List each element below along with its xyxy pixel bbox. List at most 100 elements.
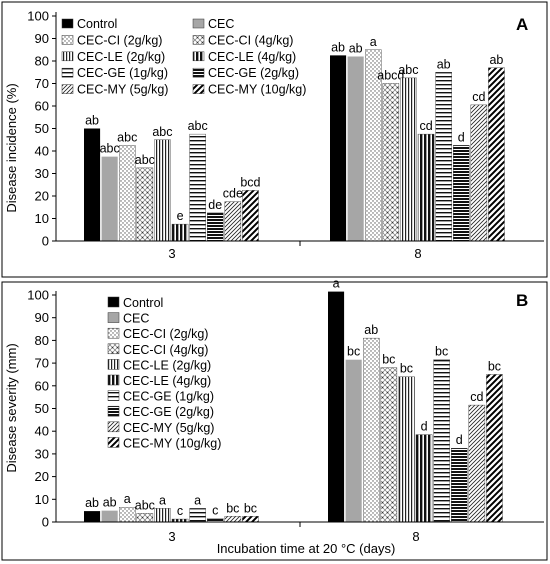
y-tick-label: 90 xyxy=(35,310,49,325)
significance-letter: cd xyxy=(470,390,483,404)
significance-letter: abc xyxy=(398,63,418,77)
significance-letter: ab xyxy=(364,323,378,337)
significance-letter: bc xyxy=(400,362,413,376)
y-tick-label: 40 xyxy=(35,144,49,159)
legend-swatch xyxy=(192,51,205,62)
legend-label: CEC-LE (2g/kg) xyxy=(123,358,211,372)
significance-letter: bcd xyxy=(240,175,260,189)
significance-letter: c xyxy=(212,504,218,518)
y-tick-label: 100 xyxy=(27,9,49,24)
y-tick-label: 50 xyxy=(35,401,49,416)
bar-control-day-3 xyxy=(84,511,101,522)
bar-cec-ci-4g-kg--day-3 xyxy=(136,167,154,242)
legend-label: CEC-CI (2g/kg) xyxy=(123,327,208,341)
legend-swatch xyxy=(107,390,120,401)
y-tick-label: 90 xyxy=(35,31,49,46)
bar-cec-le-4g-kg--day-3 xyxy=(171,223,189,242)
bar-cec-le-4g-kg--day-8 xyxy=(417,133,435,242)
bar-cec-my-10g-kg--day-8 xyxy=(486,374,503,523)
bar-cec-day-3 xyxy=(101,156,118,241)
significance-letter: a xyxy=(159,493,166,507)
significance-letter: bc xyxy=(435,345,448,359)
bar-cec-ge-2g-kg--day-8 xyxy=(453,145,470,242)
legend-swatch xyxy=(61,84,74,94)
x-tick-label: 8 xyxy=(414,246,421,261)
bar-cec-ci-4g-kg--day-3 xyxy=(136,513,154,523)
panel-a: Disease incidence (%) A Control CEC CEC-CI… xyxy=(1,1,548,278)
panel-b-y-axis-title: Disease severity (mm) xyxy=(4,343,19,472)
bar-cec-ci-4g-kg--day-8 xyxy=(380,367,398,523)
significance-letter: ab xyxy=(331,40,345,54)
x-tick-label: 3 xyxy=(168,246,175,261)
bar-cec-my-5g-kg--day-8 xyxy=(470,104,488,242)
y-tick-label: 70 xyxy=(35,76,49,91)
significance-letter: ab xyxy=(85,496,99,510)
bar-cec-day-3 xyxy=(101,510,118,522)
bar-cec-ci-2g-kg--day-3 xyxy=(118,507,136,523)
x-tick-label: 8 xyxy=(412,529,419,544)
panel-b-label: B xyxy=(516,291,528,310)
legend-swatch xyxy=(61,51,74,62)
y-tick-label: 20 xyxy=(35,189,49,204)
bar-control-day-3 xyxy=(84,128,101,241)
panel-b-frame xyxy=(1,281,548,561)
legend-swatch xyxy=(192,18,205,29)
significance-letter: abc xyxy=(188,119,208,133)
bar-cec-day-8 xyxy=(345,359,362,522)
significance-letter: e xyxy=(177,209,184,223)
significance-letter: bc xyxy=(347,345,360,359)
legend-swatch xyxy=(107,343,120,355)
bar-cec-ge-1g-kg--day-8 xyxy=(435,72,452,242)
significance-letter: cde xyxy=(223,187,243,201)
legend-swatch xyxy=(61,18,74,29)
significance-letter: de xyxy=(208,198,222,212)
x-axis-title: Incubation time at 20 °C (days) xyxy=(217,541,396,556)
y-tick-label: 10 xyxy=(35,211,49,226)
bar-cec-le-2g-kg--day-8 xyxy=(400,77,417,242)
bar-cec-my-10g-kg--day-3 xyxy=(242,190,259,242)
bar-cec-ci-2g-kg--day-8 xyxy=(363,337,380,523)
significance-letter: a xyxy=(124,492,131,506)
y-tick-label: 30 xyxy=(35,166,49,181)
panel-a-label: A xyxy=(516,15,528,34)
y-tick-label: 80 xyxy=(35,54,49,69)
panel-b: Disease severity (mm) B ControlCECCEC-CI… xyxy=(1,277,548,561)
y-tick-label: 50 xyxy=(35,121,49,136)
bar-cec-ci-2g-kg--day-3 xyxy=(118,145,136,242)
legend-swatch xyxy=(107,359,120,370)
legend-swatch xyxy=(107,296,120,308)
significance-letter: ab xyxy=(489,53,503,67)
legend-label: CEC-GE (2g/kg) xyxy=(208,66,299,80)
significance-letter: bc xyxy=(244,501,257,515)
legend-label: CEC-MY (10g/kg) xyxy=(123,436,221,450)
y-tick-label: 30 xyxy=(35,446,49,461)
legend-label: CEC-LE (4g/kg) xyxy=(123,374,211,388)
significance-letter: abc xyxy=(135,153,155,167)
significance-letter: bc xyxy=(382,353,395,367)
legend-label: CEC xyxy=(123,312,149,326)
panel-a-y-axis-title: Disease incidence (%) xyxy=(4,83,19,212)
significance-letter: cd xyxy=(472,90,485,104)
legend-swatch xyxy=(107,405,120,417)
legend-label: CEC-GE (2g/kg) xyxy=(123,405,214,419)
bar-cec-ge-2g-kg--day-8 xyxy=(451,448,468,523)
y-tick-label: 60 xyxy=(35,99,49,114)
y-tick-label: 60 xyxy=(35,378,49,393)
bar-cec-ge-1g-kg--day-3 xyxy=(189,133,206,242)
bar-cec-le-4g-kg--day-8 xyxy=(415,434,433,523)
y-tick-label: 0 xyxy=(42,234,49,249)
legend-swatch xyxy=(192,35,205,45)
legend-label: CEC-CI (4g/kg) xyxy=(123,343,208,357)
y-tick-label: 40 xyxy=(35,424,49,439)
significance-letter: ab xyxy=(85,114,99,128)
legend-swatch xyxy=(61,67,74,78)
y-tick-label: 100 xyxy=(27,288,49,303)
significance-letter: abc xyxy=(100,142,120,156)
significance-letter: abcd xyxy=(377,69,404,83)
y-tick-label: 20 xyxy=(35,469,49,484)
bar-cec-ci-4g-kg--day-8 xyxy=(382,83,400,242)
legend-label: CEC xyxy=(208,17,234,31)
legend-label: CEC-LE (4g/kg) xyxy=(208,50,296,64)
significance-letter: ab xyxy=(103,496,117,510)
